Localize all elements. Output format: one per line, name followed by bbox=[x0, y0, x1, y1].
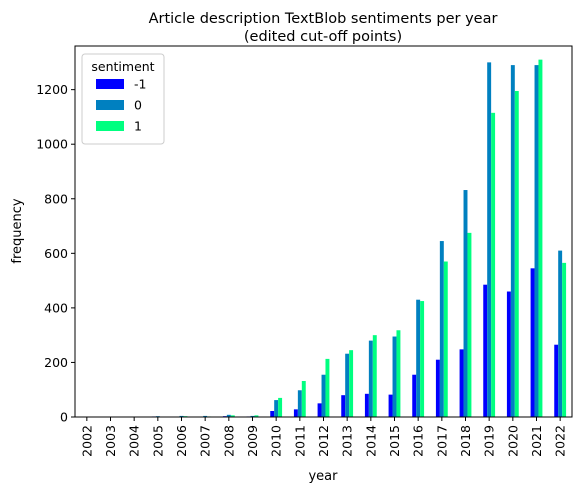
bar-2018-series-2 bbox=[467, 232, 472, 417]
bar-2010-series-1 bbox=[274, 400, 279, 417]
x-tick-label: 2022 bbox=[553, 425, 568, 457]
bar-2017-series-2 bbox=[443, 261, 448, 417]
y-tick-label: 800 bbox=[44, 191, 68, 206]
bar-2016-series-2 bbox=[420, 301, 425, 417]
bar-2012-series-0 bbox=[317, 403, 322, 417]
bar-2018-series-0 bbox=[459, 349, 464, 417]
bar-2008-series-1 bbox=[226, 414, 231, 417]
legend-title: sentiment bbox=[91, 59, 154, 74]
legend-label: 1 bbox=[134, 119, 142, 134]
x-tick-label: 2015 bbox=[387, 425, 402, 457]
bar-2009-series-2 bbox=[254, 415, 259, 417]
bar-2020-series-1 bbox=[510, 65, 515, 417]
x-tick-label: 2016 bbox=[411, 425, 426, 457]
bar-2022-series-1 bbox=[558, 250, 563, 417]
y-tick-label: 1000 bbox=[36, 137, 68, 152]
bar-2010-series-2 bbox=[278, 397, 283, 417]
y-axis-label: frequency bbox=[10, 198, 25, 264]
bar-2018-series-1 bbox=[463, 190, 468, 417]
legend-label: -1 bbox=[134, 77, 146, 92]
bar-2022-series-0 bbox=[554, 344, 559, 417]
y-axis: 0 200 400 600 800 1000 1200 bbox=[36, 82, 75, 425]
bar-2011-series-1 bbox=[297, 390, 302, 417]
y-tick-label: 600 bbox=[44, 246, 68, 261]
bar-2020-series-0 bbox=[506, 291, 511, 417]
bar-2012-series-1 bbox=[321, 374, 326, 417]
y-tick-label: 400 bbox=[44, 300, 68, 315]
x-tick-label: 2005 bbox=[150, 425, 165, 457]
bar-2014-series-1 bbox=[368, 340, 373, 417]
x-tick-label: 2009 bbox=[245, 425, 260, 457]
bar-2015-series-1 bbox=[392, 336, 397, 417]
bar-2011-series-0 bbox=[293, 409, 298, 417]
x-tick-label: 2012 bbox=[316, 425, 331, 457]
bar-2014-series-0 bbox=[364, 393, 369, 417]
bar-2008-series-2 bbox=[230, 415, 235, 417]
legend: sentiment -1 0 1 bbox=[81, 53, 165, 145]
bar-2013-series-0 bbox=[341, 395, 346, 417]
bar-2017-series-1 bbox=[439, 241, 444, 417]
x-tick-label: 2002 bbox=[79, 425, 94, 457]
x-tick-label: 2021 bbox=[529, 425, 544, 457]
bar-2006-series-1 bbox=[179, 415, 184, 417]
bar-2021-series-2 bbox=[538, 59, 543, 417]
x-tick-label: 2003 bbox=[103, 425, 118, 457]
x-tick-label: 2017 bbox=[434, 425, 449, 457]
bar-2013-series-1 bbox=[345, 353, 350, 417]
bar-2014-series-2 bbox=[372, 335, 377, 417]
bar-2009-series-1 bbox=[250, 415, 255, 417]
x-tick-label: 2010 bbox=[269, 425, 284, 457]
x-tick-label: 2007 bbox=[198, 425, 213, 457]
bar-2019-series-0 bbox=[483, 284, 488, 417]
y-tick-label: 200 bbox=[44, 355, 68, 370]
bar-2021-series-0 bbox=[530, 268, 535, 417]
x-axis: 2002 2003 2004 2005 2006 2007 2008 2009 2010 2011… bbox=[79, 417, 568, 457]
bar-2019-series-1 bbox=[487, 62, 492, 418]
bars-group bbox=[151, 59, 567, 418]
y-tick-label: 1200 bbox=[36, 82, 68, 97]
bar-2022-series-2 bbox=[562, 262, 567, 417]
x-tick-label: 2004 bbox=[127, 425, 142, 457]
bar-2016-series-1 bbox=[416, 299, 421, 417]
x-tick-label: 2013 bbox=[340, 425, 355, 457]
chart-title-line2: (edited cut-off points) bbox=[244, 29, 402, 45]
bar-2021-series-1 bbox=[534, 65, 539, 417]
x-tick-label: 2011 bbox=[292, 425, 307, 457]
chart-title-line1: Article description TextBlob sentiments … bbox=[149, 11, 498, 27]
bar-2020-series-2 bbox=[514, 91, 519, 417]
bar-2007-series-1 bbox=[203, 415, 208, 417]
bar-2011-series-2 bbox=[301, 380, 306, 417]
legend-swatch bbox=[96, 121, 124, 131]
x-tick-label: 2014 bbox=[363, 425, 378, 457]
legend-swatch bbox=[96, 100, 124, 110]
legend-label: 0 bbox=[134, 98, 142, 113]
bar-2012-series-2 bbox=[325, 358, 330, 417]
bar-2015-series-0 bbox=[388, 394, 393, 417]
x-tick-label: 2020 bbox=[505, 425, 520, 457]
bar-2013-series-2 bbox=[349, 350, 354, 417]
bar-2015-series-2 bbox=[396, 330, 401, 417]
bar-2016-series-0 bbox=[412, 374, 417, 417]
bar-2010-series-0 bbox=[270, 411, 275, 417]
x-axis-label: year bbox=[308, 469, 338, 484]
x-tick-label: 2006 bbox=[174, 425, 189, 457]
legend-swatch bbox=[96, 79, 124, 89]
bar-2017-series-0 bbox=[435, 359, 440, 417]
x-tick-label: 2008 bbox=[221, 425, 236, 457]
y-tick-label: 0 bbox=[60, 410, 68, 425]
x-tick-label: 2019 bbox=[482, 425, 497, 457]
x-tick-label: 2018 bbox=[458, 425, 473, 457]
bar-2019-series-2 bbox=[491, 112, 496, 417]
